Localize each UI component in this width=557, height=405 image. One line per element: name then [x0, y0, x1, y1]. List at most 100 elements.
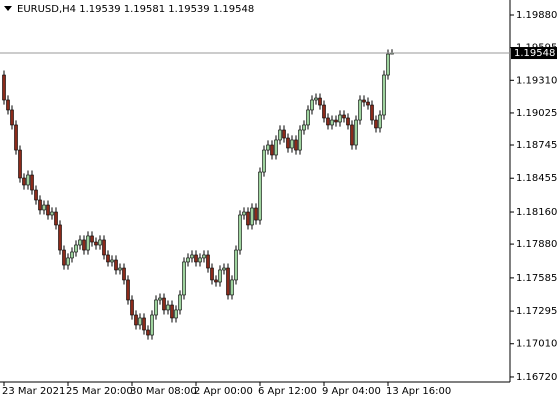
- body: [230, 279, 234, 296]
- y-tick-label: 1.17880: [516, 239, 557, 250]
- body: [178, 294, 182, 311]
- menu-triangle[interactable]: [4, 6, 12, 11]
- price-label: 1.19548: [514, 48, 555, 59]
- body: [342, 114, 346, 119]
- body: [46, 204, 50, 216]
- body: [150, 314, 154, 336]
- body: [122, 267, 126, 281]
- body: [322, 104, 326, 119]
- body: [218, 269, 222, 283]
- body: [6, 99, 10, 111]
- open-value: 1.19539: [79, 4, 120, 15]
- body: [90, 235, 94, 243]
- high-value: 1.19581: [124, 4, 165, 15]
- body: [138, 317, 142, 326]
- body: [330, 119, 334, 126]
- body: [334, 119, 338, 123]
- body: [298, 129, 302, 151]
- body: [38, 199, 42, 211]
- body: [130, 299, 134, 316]
- x-tick-label: 13 Apr 16:00: [386, 386, 451, 397]
- body: [98, 239, 102, 246]
- y-tick-label: 1.18745: [516, 140, 557, 151]
- body: [10, 109, 14, 126]
- body: [366, 101, 370, 106]
- body: [50, 211, 54, 216]
- body: [54, 211, 58, 226]
- y-tick-label: 1.16720: [516, 372, 557, 383]
- body: [146, 329, 150, 336]
- body: [302, 124, 306, 131]
- body: [102, 239, 106, 256]
- body: [278, 129, 282, 141]
- x-tick-label: 6 Apr 12:00: [258, 386, 317, 397]
- body: [194, 254, 198, 263]
- body: [126, 279, 130, 301]
- body: [118, 267, 122, 271]
- body: [294, 139, 298, 151]
- body: [206, 254, 210, 269]
- header: EURUSD,H4 1.19539 1.19581 1.19539 1.1954…: [17, 4, 254, 15]
- body: [2, 74, 6, 101]
- body: [162, 297, 166, 311]
- body: [182, 261, 186, 296]
- body: [314, 97, 318, 101]
- body: [74, 244, 78, 253]
- body: [174, 309, 178, 319]
- y-tick-label: 1.17010: [516, 339, 557, 350]
- body: [346, 117, 350, 126]
- body: [26, 174, 30, 186]
- body: [286, 137, 290, 149]
- body: [18, 149, 22, 179]
- body: [310, 99, 314, 111]
- body: [166, 304, 170, 311]
- body: [94, 241, 98, 246]
- body: [22, 177, 26, 186]
- body: [214, 279, 218, 283]
- body: [238, 214, 242, 251]
- body: [78, 239, 82, 246]
- body: [142, 317, 146, 331]
- body: [134, 314, 138, 326]
- body: [170, 304, 174, 319]
- y-tick-label: 1.18455: [516, 173, 557, 184]
- body: [246, 211, 250, 226]
- body: [362, 99, 366, 103]
- x-tick-label: 25 Mar 20:00: [66, 386, 133, 397]
- body: [262, 149, 266, 173]
- body: [154, 299, 158, 316]
- body: [242, 211, 246, 216]
- body: [202, 254, 206, 259]
- body: [110, 259, 114, 263]
- body: [190, 254, 194, 259]
- body: [270, 144, 274, 156]
- body: [338, 114, 342, 123]
- body: [258, 171, 262, 221]
- y-tick-label: 1.17585: [516, 273, 557, 284]
- body: [254, 207, 258, 221]
- symbol: EURUSD,H4: [17, 4, 76, 15]
- body: [42, 204, 46, 211]
- y-tick-label: 1.18160: [516, 207, 557, 218]
- y-tick-label: 1.19025: [516, 108, 557, 119]
- body: [358, 99, 362, 121]
- body: [14, 124, 18, 151]
- body: [274, 139, 278, 156]
- body: [106, 254, 110, 263]
- body: [354, 119, 358, 146]
- body: [58, 224, 62, 251]
- body: [382, 74, 386, 116]
- body: [306, 109, 310, 126]
- body: [186, 257, 190, 263]
- body: [350, 124, 354, 146]
- body: [86, 235, 90, 251]
- body: [250, 207, 254, 226]
- body: [326, 117, 330, 126]
- x-tick-label: 23 Mar 2021: [2, 386, 65, 397]
- body: [222, 267, 226, 271]
- y-tick-label: 1.17295: [516, 306, 557, 317]
- body: [378, 114, 382, 129]
- price-box: [511, 47, 557, 60]
